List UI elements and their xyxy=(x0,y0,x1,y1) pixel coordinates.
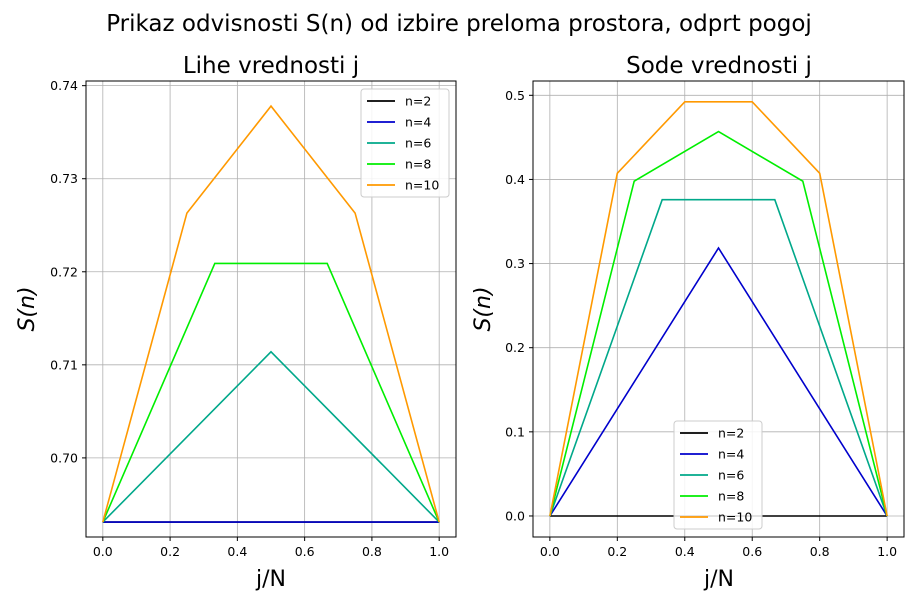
left-panel-title: Lihe vrednosti j xyxy=(183,53,359,79)
right-panel-title: Sode vrednosti j xyxy=(626,53,812,79)
right-xtick-label-2: 0.4 xyxy=(675,544,695,559)
right-legend-label-n=6: n=6 xyxy=(718,468,744,483)
left-legend-box xyxy=(360,88,450,198)
right-xtick-label-3: 0.6 xyxy=(742,544,762,559)
left-legend: n=2 n=4 n=6 n=8 n=10 xyxy=(360,88,450,198)
right-series-line-n=4 xyxy=(549,246,888,517)
right-panel-xlabel: j/N xyxy=(703,567,734,592)
right-ytick-label-3: 0.3 xyxy=(505,256,525,271)
right-legend-label-n=8: n=8 xyxy=(718,489,744,504)
left-panel-ylabel: S(n) xyxy=(15,286,40,331)
right-panel-ylabel: S(n) xyxy=(471,286,496,331)
right-legend-label-n=4: n=4 xyxy=(718,447,744,462)
right-ytick-label-2: 0.2 xyxy=(505,340,525,355)
left-xtick-label-3: 0.6 xyxy=(295,544,315,559)
left-ytick-label-4: 0.74 xyxy=(50,78,78,93)
left-legend-label-n=10: n=10 xyxy=(405,178,439,193)
right-legend-label-n=2: n=2 xyxy=(718,426,744,441)
right-legend-label-n=10: n=10 xyxy=(718,510,752,525)
right-series-line-n=10 xyxy=(549,101,888,517)
right-ytick-label-0: 0.0 xyxy=(505,508,525,523)
right-ytick-label-4: 0.4 xyxy=(505,172,525,187)
left-panel-xlabel: j/N xyxy=(255,567,286,592)
right-axes-frame xyxy=(532,80,905,538)
left-xtick-label-4: 0.8 xyxy=(362,544,382,559)
left-xtick-label-1: 0.2 xyxy=(160,544,180,559)
right-xtick-label-4: 0.8 xyxy=(810,544,830,559)
left-xtick-label-5: 1.0 xyxy=(429,544,449,559)
left-series-line-n=8 xyxy=(102,262,440,523)
right-xtick-label-1: 0.2 xyxy=(607,544,627,559)
figure-suptitle: Prikaz odvisnosti S(n) od izbire preloma… xyxy=(106,11,812,37)
left-xtick-label-0: 0.0 xyxy=(93,544,113,559)
left-legend-label-n=8: n=8 xyxy=(405,157,431,172)
left-legend-label-n=2: n=2 xyxy=(405,94,431,109)
right-panel: Sode vrednosti j j/N S(n) 0.0 0.2 0.4 0.6 0.… xyxy=(471,53,905,592)
right-xtick-label-5: 1.0 xyxy=(877,544,897,559)
left-series-line-n=10 xyxy=(102,104,440,523)
left-ytick-label-0: 0.70 xyxy=(50,450,78,465)
left-ytick-label-2: 0.72 xyxy=(50,264,78,279)
right-series-line-n=8 xyxy=(549,130,888,517)
left-panel: Lihe vrednosti j j/N S(n) 0.0 0.2 0.4 0.6 0.… xyxy=(15,53,457,592)
right-legend: n=2 n=4 n=6 n=8 n=10 xyxy=(673,420,763,530)
right-ytick-label-1: 0.1 xyxy=(505,424,525,439)
right-series-line-n=6 xyxy=(549,198,888,517)
left-xtick-label-2: 0.4 xyxy=(227,544,247,559)
left-ytick-label-1: 0.71 xyxy=(50,357,78,372)
right-ytick-label-5: 0.5 xyxy=(505,88,525,103)
right-legend-box xyxy=(673,420,763,530)
right-xtick-label-0: 0.0 xyxy=(540,544,560,559)
left-series-line-n=6 xyxy=(102,350,440,523)
left-axes-frame xyxy=(85,80,457,538)
left-legend-label-n=4: n=4 xyxy=(405,115,431,130)
left-ytick-label-3: 0.73 xyxy=(50,171,78,186)
left-legend-label-n=6: n=6 xyxy=(405,136,431,151)
